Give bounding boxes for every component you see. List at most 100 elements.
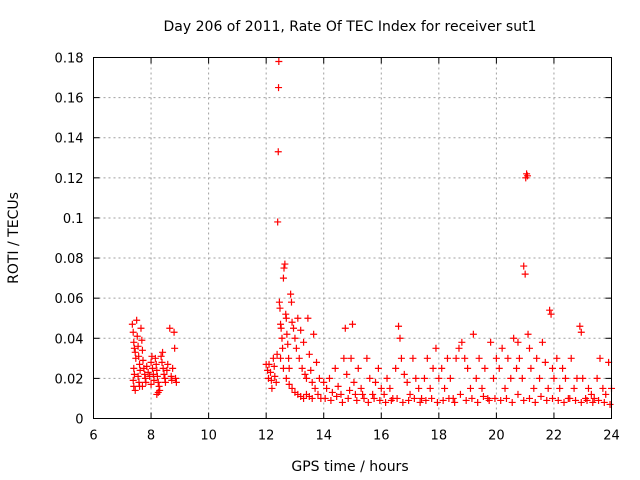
- data-point: [311, 384, 319, 392]
- data-points: [128, 58, 615, 408]
- data-point: [428, 394, 436, 402]
- data-point: [501, 384, 509, 392]
- data-point: [291, 334, 299, 342]
- data-point: [130, 344, 138, 352]
- data-point: [396, 334, 404, 342]
- data-point: [549, 364, 557, 372]
- data-point: [452, 354, 460, 362]
- data-point: [159, 348, 167, 356]
- data-point: [302, 374, 310, 382]
- data-point: [479, 392, 487, 400]
- data-point: [158, 358, 166, 366]
- x-tick-label: 22: [546, 429, 563, 444]
- data-point: [490, 374, 498, 382]
- data-point: [412, 374, 420, 382]
- data-point: [321, 394, 329, 402]
- data-point: [441, 384, 449, 392]
- data-point: [364, 398, 372, 406]
- data-point: [531, 398, 539, 406]
- data-point: [554, 396, 562, 404]
- y-tick-label: 0.14: [55, 132, 84, 147]
- data-point: [599, 384, 607, 392]
- data-point: [266, 368, 274, 376]
- data-point: [502, 394, 510, 402]
- data-point: [409, 354, 417, 362]
- data-point: [287, 290, 295, 298]
- y-tick-label: 0.02: [55, 372, 84, 387]
- x-axis-label: GPS time / hours: [291, 459, 408, 475]
- data-point: [171, 344, 179, 352]
- data-point: [314, 390, 322, 398]
- data-point: [347, 354, 355, 362]
- data-point: [372, 378, 380, 386]
- data-point: [410, 394, 418, 402]
- data-point: [271, 372, 279, 380]
- data-point: [395, 322, 403, 330]
- data-point: [129, 328, 137, 336]
- data-point: [172, 374, 180, 382]
- data-point: [399, 398, 407, 406]
- data-point: [346, 386, 354, 394]
- data-point: [278, 334, 286, 342]
- x-tick-label: 12: [258, 429, 275, 444]
- data-point: [270, 362, 278, 370]
- data-point: [152, 360, 160, 368]
- y-tick-label: 0.12: [55, 172, 84, 187]
- data-point: [273, 350, 281, 358]
- data-point: [472, 374, 480, 382]
- data-point: [134, 372, 142, 380]
- data-point: [504, 354, 512, 362]
- data-point: [400, 370, 408, 378]
- data-point: [133, 316, 141, 324]
- data-point: [172, 378, 180, 386]
- data-point: [468, 394, 476, 402]
- x-tick-label: 16: [373, 429, 390, 444]
- data-point: [497, 396, 505, 404]
- data-point: [277, 354, 285, 362]
- data-point: [383, 374, 391, 382]
- data-point: [305, 350, 313, 358]
- data-point: [157, 352, 165, 360]
- data-point: [274, 218, 282, 226]
- data-point: [536, 374, 544, 382]
- data-point: [334, 382, 342, 390]
- data-point: [584, 384, 592, 392]
- data-point: [328, 388, 336, 396]
- data-point: [438, 364, 446, 372]
- data-point: [142, 378, 150, 386]
- data-point: [363, 354, 371, 362]
- data-point: [566, 394, 574, 402]
- data-point: [287, 298, 295, 306]
- data-point: [469, 330, 477, 338]
- data-point: [549, 394, 557, 402]
- data-point: [520, 262, 528, 270]
- data-point: [337, 390, 345, 398]
- data-point: [572, 396, 580, 404]
- y-tick-label: 0.06: [55, 292, 84, 307]
- data-point: [360, 394, 368, 402]
- data-point: [290, 324, 298, 332]
- data-point: [418, 394, 426, 402]
- data-point: [343, 370, 351, 378]
- data-point: [596, 354, 604, 362]
- data-point: [170, 328, 178, 336]
- data-point: [595, 396, 603, 404]
- data-point: [376, 396, 384, 404]
- data-point: [148, 364, 156, 372]
- data-point: [590, 394, 598, 402]
- data-point: [369, 390, 377, 398]
- data-point: [514, 390, 522, 398]
- data-point: [331, 364, 339, 372]
- data-point: [340, 354, 348, 362]
- data-point: [130, 364, 138, 372]
- data-point: [130, 338, 138, 346]
- data-point: [275, 58, 283, 66]
- data-point: [515, 354, 523, 362]
- data-point: [153, 366, 161, 374]
- data-point: [282, 374, 290, 382]
- data-point: [543, 396, 551, 404]
- data-point: [315, 374, 323, 382]
- data-point: [559, 364, 567, 372]
- data-point: [583, 396, 591, 404]
- data-point: [150, 376, 158, 384]
